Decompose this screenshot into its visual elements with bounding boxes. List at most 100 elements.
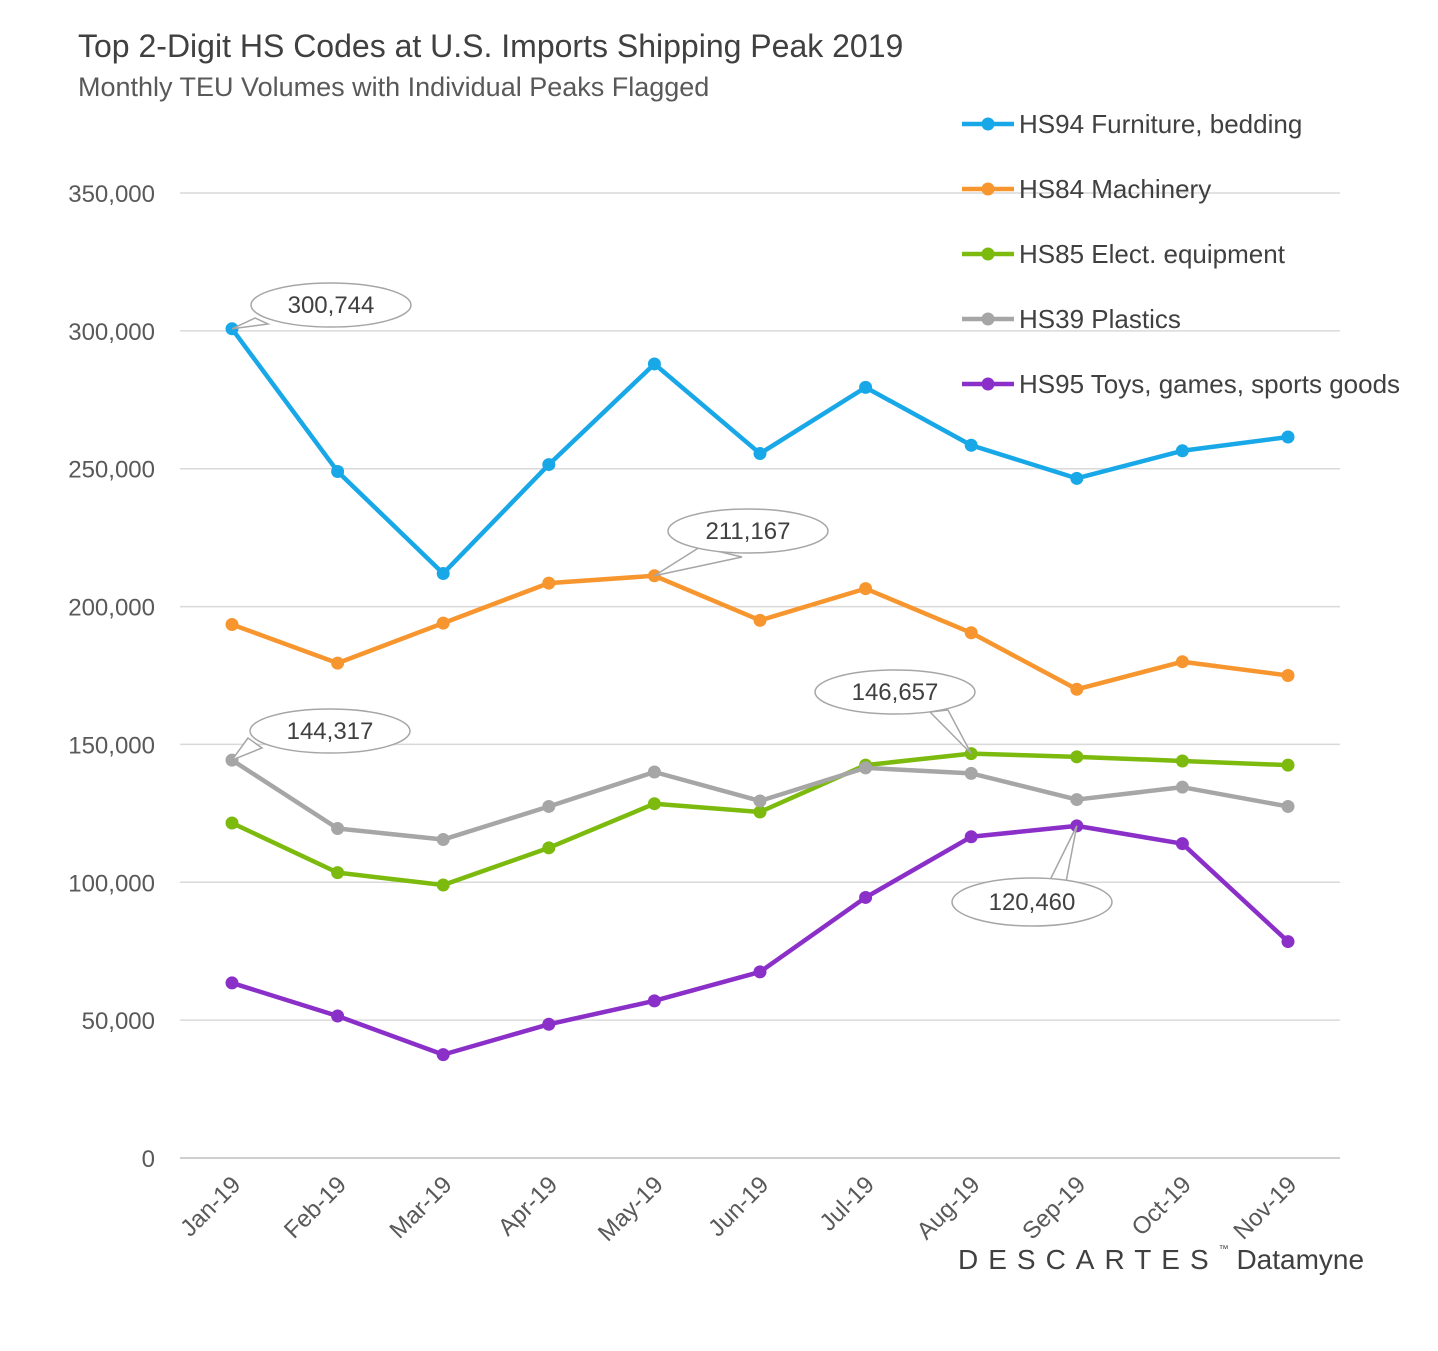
data-point xyxy=(1281,430,1295,444)
data-point xyxy=(331,656,345,670)
series-lines xyxy=(225,322,1295,1062)
brand-product: Datamyne xyxy=(1236,1244,1365,1275)
x-tick-label: Jun-19 xyxy=(703,1171,774,1242)
x-tick-label: Oct-19 xyxy=(1127,1171,1197,1241)
legend-swatch-marker xyxy=(981,117,995,131)
data-point xyxy=(1175,754,1189,768)
data-point xyxy=(542,576,556,590)
data-point xyxy=(647,797,661,811)
y-tick-label: 300,000 xyxy=(68,319,155,346)
data-point xyxy=(1070,793,1084,807)
brand-company-tail: RTES xyxy=(1104,1244,1219,1275)
x-tick-label: May-19 xyxy=(593,1171,669,1247)
x-tick-label: Nov-19 xyxy=(1228,1171,1302,1245)
data-point xyxy=(225,617,239,631)
data-point xyxy=(859,761,873,775)
data-point xyxy=(753,794,767,808)
peak-callout: 146,657 xyxy=(814,669,976,755)
data-point xyxy=(1175,780,1189,794)
data-point xyxy=(436,833,450,847)
data-point xyxy=(1070,471,1084,485)
data-point xyxy=(964,830,978,844)
legend-item: HS85 Elect. equipment xyxy=(962,239,1286,269)
legend-item: HS39 Plastics xyxy=(962,304,1181,334)
series-line xyxy=(229,573,1291,692)
gridlines xyxy=(180,192,1340,1159)
data-point xyxy=(436,1048,450,1062)
series-3 xyxy=(225,753,1295,847)
callout-bubble xyxy=(250,282,412,328)
data-point xyxy=(1281,758,1295,772)
series-4 xyxy=(225,819,1295,1062)
series-line xyxy=(229,751,1291,888)
series-0 xyxy=(225,322,1295,580)
chart-subtitle: Monthly TEU Volumes with Individual Peak… xyxy=(78,72,710,102)
x-tick-label: Aug-19 xyxy=(912,1171,986,1245)
peak-callout: 144,317 xyxy=(229,708,411,762)
data-point xyxy=(859,582,873,596)
data-point xyxy=(647,994,661,1008)
data-point xyxy=(753,447,767,461)
peak-callout: 211,167 xyxy=(653,508,829,577)
x-tick-label: Apr-19 xyxy=(493,1171,563,1241)
x-axis-tick-labels: Jan-19 Feb-19 Mar-19 Apr-19 May-19 Jun-19 Jul-… xyxy=(175,1171,1302,1247)
y-tick-label: 100,000 xyxy=(68,870,155,897)
callout-label: 144,317 xyxy=(287,718,374,745)
legend-swatch-marker xyxy=(981,312,995,326)
data-point xyxy=(859,890,873,904)
series-2 xyxy=(225,747,1295,892)
data-point xyxy=(1281,799,1295,813)
callout-label: 146,657 xyxy=(852,679,939,706)
data-point xyxy=(436,616,450,630)
data-point xyxy=(225,976,239,990)
legend: HS94 Furniture, bedding HS84 Machinery HS8… xyxy=(962,109,1400,399)
legend-label: HS39 Plastics xyxy=(1019,304,1181,334)
callout-bubble xyxy=(951,877,1113,927)
data-point xyxy=(1070,750,1084,764)
data-point xyxy=(1070,682,1084,696)
x-tick-label: Jan-19 xyxy=(175,1171,246,1242)
data-point xyxy=(542,458,556,472)
callout-bubble xyxy=(814,669,976,715)
legend-swatch-marker xyxy=(981,377,995,391)
data-point xyxy=(542,799,556,813)
data-point xyxy=(1175,655,1189,669)
brand-company-head: DESC xyxy=(958,1244,1076,1275)
data-point xyxy=(331,1009,345,1023)
legend-item: HS94 Furniture, bedding xyxy=(962,109,1302,139)
data-point xyxy=(964,766,978,780)
callout-pointer xyxy=(1048,825,1078,883)
data-point xyxy=(647,765,661,779)
data-point xyxy=(753,613,767,627)
legend-label: HS95 Toys, games, sports goods xyxy=(1019,369,1400,399)
callout-label: 120,460 xyxy=(989,889,1076,916)
y-tick-label: 350,000 xyxy=(68,181,155,208)
data-point xyxy=(542,841,556,855)
data-point xyxy=(859,380,873,394)
data-point xyxy=(753,965,767,979)
data-point xyxy=(331,464,345,478)
data-point xyxy=(436,566,450,580)
callout-label: 300,744 xyxy=(288,292,375,319)
data-point xyxy=(1281,935,1295,949)
legend-swatch-marker xyxy=(981,182,995,196)
y-tick-label: 250,000 xyxy=(68,457,155,484)
legend-label: HS84 Machinery xyxy=(1019,174,1211,204)
chart-title: Top 2-Digit HS Codes at U.S. Imports Shi… xyxy=(78,28,904,64)
legend-label: HS94 Furniture, bedding xyxy=(1019,109,1302,139)
callout-bubble xyxy=(249,708,411,754)
data-point xyxy=(1281,669,1295,682)
data-point xyxy=(1175,837,1189,851)
legend-item: HS84 Machinery xyxy=(962,174,1211,204)
data-point xyxy=(964,438,978,452)
data-point xyxy=(331,822,345,836)
data-point xyxy=(436,878,450,892)
data-point xyxy=(964,626,978,640)
callout-bubble xyxy=(667,508,829,554)
series-1 xyxy=(225,569,1295,696)
peak-callout: 120,460 xyxy=(951,825,1113,927)
data-point xyxy=(647,357,661,371)
callout-label: 211,167 xyxy=(706,518,791,545)
y-axis-tick-labels: 0 50,000 100,000 150,000 200,000 250,000 300,0… xyxy=(68,181,155,1173)
